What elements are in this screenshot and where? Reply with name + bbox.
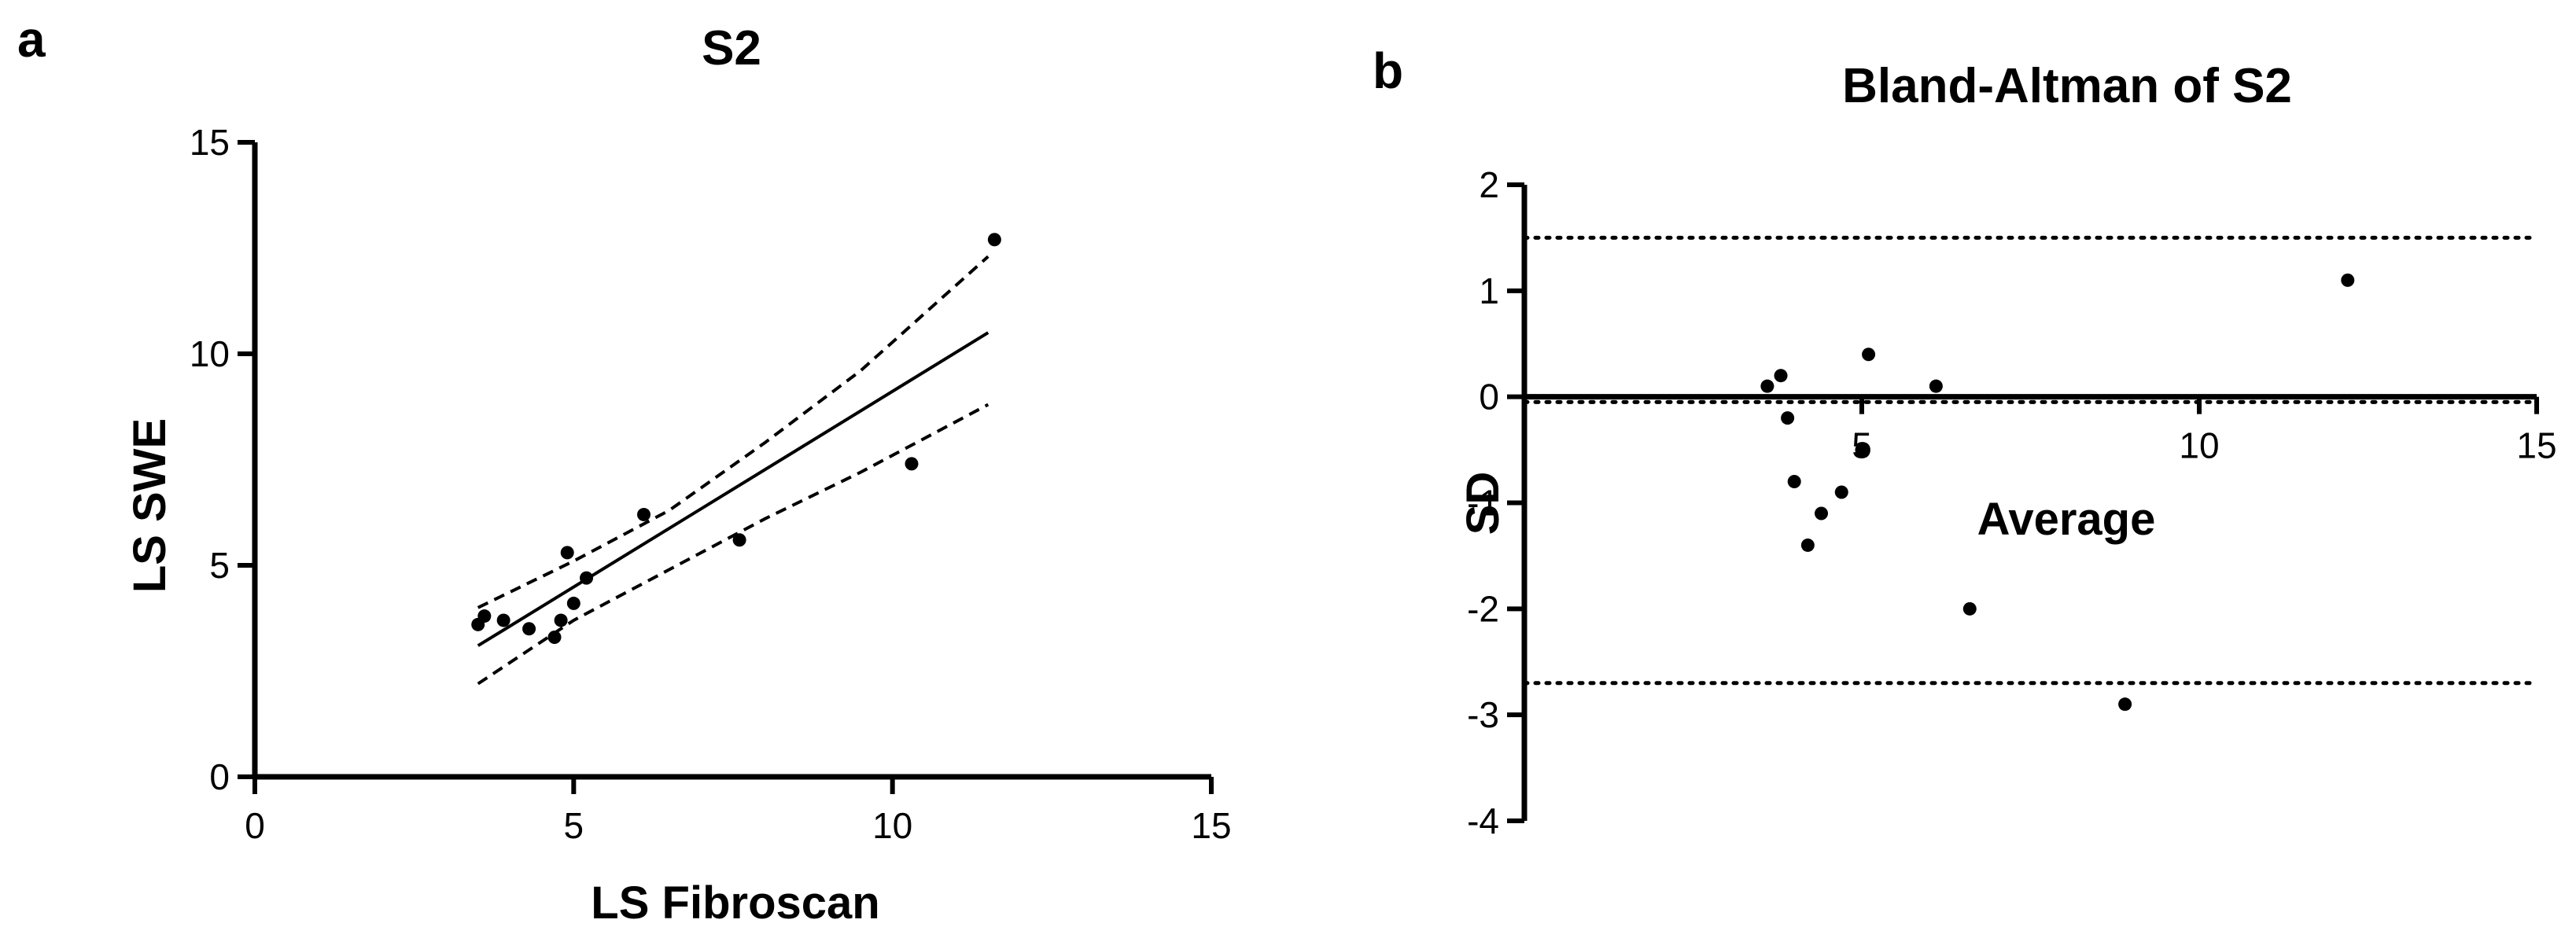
panel-a-y-ticks: 0 5 10 15 <box>190 122 255 797</box>
panel-b-y-ticks: 2 1 0 -1 -2 -3 -4 <box>1467 164 1524 841</box>
panel-b-data-point <box>2341 273 2355 287</box>
panel-a-title: S2 <box>702 21 761 75</box>
panel-b-data-point <box>1929 379 1943 393</box>
panel-a-y-tick-label: 0 <box>209 756 230 797</box>
panel-b-y-tick-label: 0 <box>1479 377 1499 418</box>
panel-a-x-tick-label: 0 <box>245 805 265 846</box>
panel-a-y-tick-label: 10 <box>190 333 230 374</box>
panel-a-data-point <box>732 533 746 547</box>
panel-a-x-tick-label: 10 <box>872 805 912 846</box>
panel-a-y-tick-label: 5 <box>209 545 230 586</box>
panel-a-x-tick-label: 5 <box>564 805 584 846</box>
panel-b-y-tick-label: -3 <box>1467 694 1499 735</box>
panel-a-data-point <box>522 622 536 636</box>
panel-b-y-tick-label: -1 <box>1467 483 1499 524</box>
panel-b-data-point <box>1862 348 1876 362</box>
panel-b-data-point <box>1815 506 1829 520</box>
panel-b-data-point <box>1834 485 1848 499</box>
panel-a-data-point <box>477 609 492 623</box>
panel-b-x-axis-label: Average <box>1977 494 2156 545</box>
panel-b-data-point <box>1774 369 1788 383</box>
panel-b-data-point <box>2118 697 2132 712</box>
panel-a-marks <box>471 233 1001 686</box>
panel-b-data-point <box>1781 411 1795 425</box>
panel-b-marks <box>1760 273 2355 712</box>
panel-a-data-point <box>637 507 651 521</box>
panel-a-y-tick-label: 15 <box>190 122 230 163</box>
panel-a-y-axis-label: LS SWE <box>124 418 175 593</box>
panel-a-data-point <box>496 613 510 627</box>
panel-a-data-point <box>554 613 568 627</box>
panel-a-letter: a <box>17 11 46 68</box>
panel-a-data-point <box>547 630 562 644</box>
panel-b-y-axis-label: SD <box>1458 472 1509 535</box>
panel-b-title: Bland-Altman of S2 <box>1842 59 2292 113</box>
panel-a-data-point <box>566 596 580 610</box>
panel-b-data-point <box>1760 379 1774 393</box>
panel-a-x-axis-label: LS Fibroscan <box>591 877 879 929</box>
panel-b-reference-lines <box>1522 235 2539 686</box>
panel-a-x-tick-label: 15 <box>1191 805 1231 846</box>
panel-b-y-tick-label: -2 <box>1467 588 1499 629</box>
panel-b-data-point <box>1787 475 1801 489</box>
panel-a-regression-line <box>477 331 989 647</box>
panel-b-y-tick-label: 1 <box>1479 270 1499 311</box>
panel-a-scatter: a S2 LS Fibroscan LS SWE 0 5 10 15 0 5 10 15 <box>17 11 1232 929</box>
panel-b-data-point <box>1962 601 1977 616</box>
panel-b-x-tick-label: 10 <box>2179 425 2219 466</box>
panel-a-data-point <box>580 571 594 585</box>
panel-b-y-tick-label: 2 <box>1479 164 1499 205</box>
panel-b-y-tick-label: -4 <box>1467 800 1499 841</box>
panel-b-data-point <box>1855 443 1869 457</box>
panel-a-x-ticks: 0 5 10 15 <box>245 777 1232 846</box>
panel-a-data-point <box>560 546 574 560</box>
panel-a-confidence-band-lower <box>477 403 989 686</box>
panel-b-data-point <box>1800 538 1815 552</box>
panel-b-letter: b <box>1373 42 1403 99</box>
panel-a-data-point <box>987 233 1001 247</box>
panel-a-data-point <box>905 457 919 471</box>
panel-b-x-tick-label: 15 <box>2516 425 2556 466</box>
panel-a-confidence-band-upper <box>477 255 989 609</box>
